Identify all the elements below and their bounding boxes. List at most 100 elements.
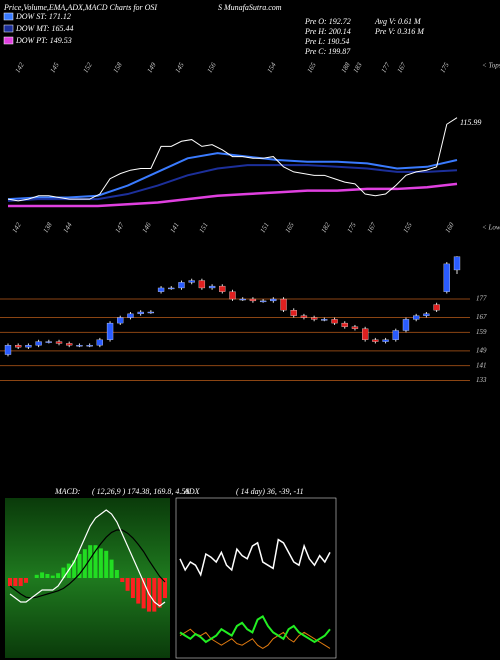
- macd-hist: [141, 578, 146, 609]
- chart-subtitle: S MunafaSutra.com: [218, 3, 282, 12]
- macd-hist: [88, 545, 93, 578]
- candle-body: [433, 304, 440, 311]
- price-line: [7, 117, 458, 202]
- tops-label: < Tops: [482, 62, 500, 70]
- candle-body: [117, 317, 124, 324]
- info-text: Pre V: 0.316 M: [374, 27, 425, 36]
- candle-body: [423, 313, 430, 316]
- macd-hist: [130, 578, 135, 598]
- macd-hist: [152, 578, 157, 612]
- macd-hist: [77, 554, 82, 578]
- candle-body: [66, 343, 73, 346]
- candle-body: [392, 330, 399, 340]
- candle-body: [168, 287, 175, 290]
- candle-body: [157, 287, 165, 292]
- macd-hist: [104, 550, 109, 578]
- macd-hist: [24, 578, 29, 583]
- macd-hist: [34, 574, 39, 578]
- candle-body: [127, 313, 134, 318]
- macd-params: ( 12,26,9 ) 174.38, 169.8, 4.58: [92, 487, 189, 496]
- adx-panel: [175, 497, 337, 659]
- macd-line: [9, 509, 166, 607]
- candle-body: [229, 291, 236, 300]
- candle-body: [413, 315, 420, 320]
- macd-hist: [13, 578, 18, 586]
- candle-body: [402, 319, 410, 331]
- candle-body: [147, 311, 155, 314]
- adx-params: ( 14 day) 36, -39, -11: [236, 487, 304, 496]
- macd-hist: [56, 573, 61, 578]
- candle-body: [137, 311, 144, 315]
- macd-hist: [93, 545, 98, 578]
- candle-body: [76, 345, 83, 347]
- macd-hist: [136, 578, 141, 604]
- macd-hist: [120, 578, 125, 582]
- level-label: 133: [476, 376, 487, 384]
- candle-body: [35, 341, 42, 346]
- candle-body: [25, 345, 32, 348]
- adx-minus_di: [179, 628, 331, 649]
- candle-body: [239, 298, 246, 301]
- candle-body: [290, 309, 297, 316]
- candle-body: [331, 319, 338, 324]
- candle-body: [310, 317, 318, 320]
- legend-label: DOW PT: 149.53: [15, 36, 72, 45]
- lows-label: < Lows: [482, 224, 500, 232]
- macd-hist: [45, 574, 50, 578]
- ema-line: [8, 182, 458, 208]
- candle-body: [280, 298, 287, 311]
- info-text: Pre O: 192.72: [304, 17, 351, 26]
- level-label: 149: [476, 346, 487, 354]
- macd-hist: [163, 578, 167, 598]
- candle-body: [55, 341, 63, 344]
- macd-hist: [50, 575, 55, 578]
- candle-body: [341, 322, 348, 327]
- candle-body: [270, 298, 277, 302]
- macd-hist: [125, 578, 130, 591]
- adx-label: ADX: [183, 487, 201, 496]
- legend-swatch: [3, 36, 14, 45]
- macd-hist: [40, 572, 45, 578]
- candle-body: [178, 282, 185, 289]
- candle-body: [300, 315, 308, 318]
- candle-body: [198, 280, 206, 289]
- macd-hist: [82, 549, 87, 578]
- macd-hist: [8, 578, 12, 586]
- candle-body: [453, 256, 461, 271]
- candle-body: [259, 300, 267, 303]
- ema-line: [7, 152, 458, 201]
- candle-body: [106, 322, 114, 340]
- adx-adx: [179, 538, 331, 577]
- candle-body: [362, 328, 369, 340]
- level-label: 177: [476, 295, 487, 303]
- candle-body: [372, 339, 379, 342]
- level-label: 167: [476, 313, 487, 321]
- info-text: Pre L: 190.54: [304, 37, 349, 46]
- candle-body: [351, 326, 359, 329]
- candle-body: [208, 285, 216, 289]
- candle-body: [382, 339, 389, 342]
- level-label: 159: [476, 328, 487, 336]
- macd-hist: [157, 578, 162, 608]
- macd-signal: [9, 529, 166, 599]
- macd-hist: [18, 578, 23, 586]
- candle-body: [249, 298, 257, 302]
- chart-title: Price,Volume,EMA,ADX,MACD Charts for OSI: [3, 3, 157, 12]
- candle-body: [45, 341, 52, 343]
- candle-body: [15, 345, 22, 348]
- macd-hist: [61, 567, 66, 578]
- price-label: 115.99: [460, 118, 481, 127]
- candle-body: [219, 285, 226, 292]
- info-text: Avg V: 0.61 M: [374, 17, 422, 26]
- candle-body: [96, 339, 103, 346]
- candle-body: [86, 345, 93, 347]
- legend-label: DOW MT: 165.44: [15, 24, 74, 33]
- adx-plus_di: [179, 614, 331, 644]
- macd-hist: [98, 548, 103, 578]
- info-text: Pre C: 199.87: [304, 47, 351, 56]
- macd-label: MACD:: [54, 487, 81, 496]
- candle-body: [4, 345, 12, 355]
- legend-swatch: [3, 24, 14, 33]
- level-label: 141: [476, 361, 487, 369]
